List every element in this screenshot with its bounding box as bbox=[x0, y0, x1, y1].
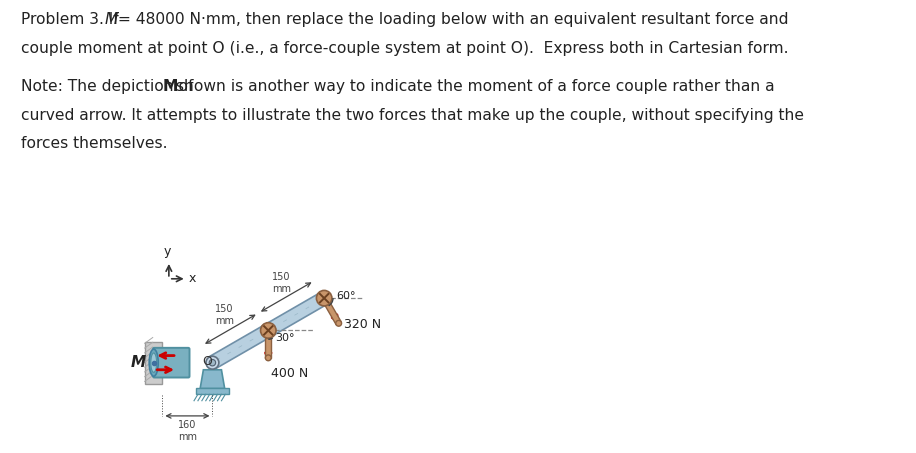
Text: 30°: 30° bbox=[276, 333, 295, 343]
Text: 150
mm: 150 mm bbox=[272, 272, 291, 294]
Polygon shape bbox=[201, 370, 224, 389]
Text: forces themselves.: forces themselves. bbox=[21, 136, 168, 151]
Text: Note: The depiction of: Note: The depiction of bbox=[21, 79, 198, 94]
Polygon shape bbox=[209, 292, 328, 369]
Bar bbox=[196, 389, 229, 394]
Circle shape bbox=[266, 355, 271, 361]
Text: Problem 3. If: Problem 3. If bbox=[21, 12, 124, 27]
Text: x: x bbox=[189, 272, 196, 285]
Text: O: O bbox=[202, 355, 212, 367]
Circle shape bbox=[316, 290, 332, 306]
Text: M: M bbox=[131, 355, 147, 370]
Ellipse shape bbox=[149, 349, 158, 376]
Text: 160
mm: 160 mm bbox=[178, 420, 197, 442]
Text: curved arrow. It attempts to illustrate the two forces that make up the couple, : curved arrow. It attempts to illustrate … bbox=[21, 107, 804, 123]
Circle shape bbox=[260, 323, 276, 338]
Text: 320 N: 320 N bbox=[344, 318, 381, 331]
Text: M: M bbox=[163, 79, 179, 94]
Text: 150
mm: 150 mm bbox=[215, 304, 234, 326]
Text: 400 N: 400 N bbox=[271, 366, 308, 380]
Text: shown is another way to indicate the moment of a force couple rather than a: shown is another way to indicate the mom… bbox=[170, 79, 774, 94]
Text: couple moment at point O (i.e., a force-couple system at point O).  Express both: couple moment at point O (i.e., a force-… bbox=[21, 41, 789, 56]
Polygon shape bbox=[266, 338, 271, 358]
FancyBboxPatch shape bbox=[153, 348, 190, 377]
Polygon shape bbox=[322, 297, 341, 325]
Text: = 48000 N·mm, then replace the loading below with an equivalent resultant force : = 48000 N·mm, then replace the loading b… bbox=[113, 12, 789, 27]
Bar bbox=[145, 342, 162, 384]
Ellipse shape bbox=[151, 353, 157, 372]
Text: y: y bbox=[164, 246, 171, 259]
Circle shape bbox=[206, 356, 219, 369]
Circle shape bbox=[209, 359, 215, 366]
Text: 60°: 60° bbox=[336, 290, 356, 301]
Text: M: M bbox=[105, 12, 118, 27]
Circle shape bbox=[336, 320, 342, 326]
